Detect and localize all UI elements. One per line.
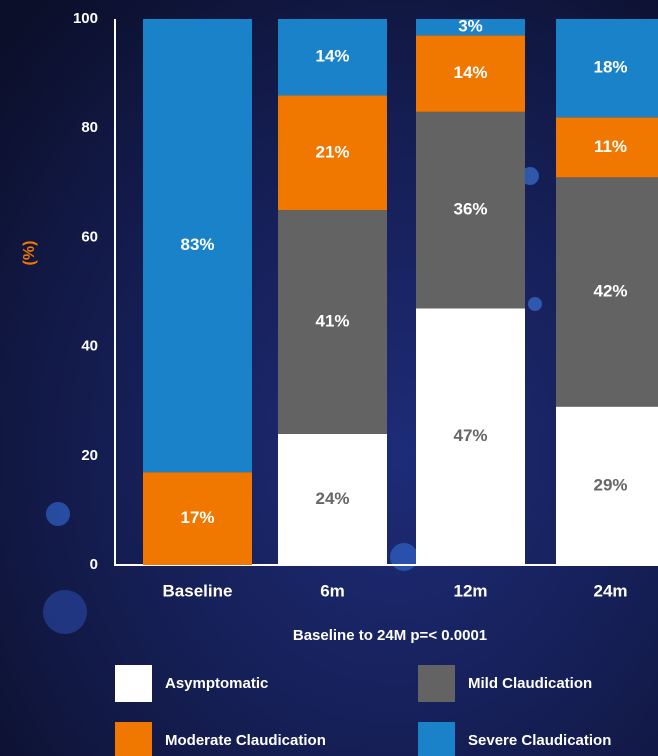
bar-segment xyxy=(278,210,387,434)
value-label: 47% xyxy=(453,426,487,445)
value-label: 11% xyxy=(594,137,627,156)
bar-segment xyxy=(416,308,525,565)
y-axis-label: (%) xyxy=(21,241,38,266)
value-label: 42% xyxy=(593,281,627,300)
bubble xyxy=(528,297,542,311)
value-label: 14% xyxy=(315,47,349,66)
value-label: 36% xyxy=(453,200,487,219)
bar-segment xyxy=(416,19,525,36)
bubble xyxy=(521,167,539,185)
x-tick-label: 6m xyxy=(320,581,345,600)
bubble xyxy=(46,502,70,526)
legend-label: Moderate Claudication xyxy=(165,732,326,749)
legend-label: Severe Claudication xyxy=(468,732,611,749)
value-label: 3% xyxy=(458,17,483,36)
bar-segment xyxy=(416,111,525,309)
bubble xyxy=(390,543,418,571)
y-tick-label: 20 xyxy=(81,447,98,464)
value-label: 29% xyxy=(593,475,627,494)
bar-segment xyxy=(143,472,252,565)
value-label: 17% xyxy=(180,508,214,527)
bar-segment xyxy=(278,433,387,565)
y-tick-label: 0 xyxy=(90,556,98,573)
legend-swatch xyxy=(418,722,455,756)
y-tick-label: 100 xyxy=(73,10,98,27)
legend-label: Asymptomatic xyxy=(165,675,268,692)
bar-segment xyxy=(556,177,658,407)
bar-segment xyxy=(278,95,387,211)
bar-segment xyxy=(556,117,658,178)
subtitle: Baseline to 24M p=< 0.0001 xyxy=(293,627,487,644)
legend-swatch xyxy=(418,665,455,702)
x-tick-label: 12m xyxy=(453,581,487,600)
x-tick-label: Baseline xyxy=(163,581,233,600)
legend-swatch xyxy=(115,722,152,756)
y-tick-label: 40 xyxy=(81,338,98,355)
bar-segment xyxy=(143,19,252,473)
bubble xyxy=(43,590,87,634)
bar-segment xyxy=(416,35,525,112)
legend-label: Mild Claudication xyxy=(468,675,592,692)
value-label: 18% xyxy=(593,58,627,77)
bar-segment xyxy=(278,19,387,96)
bar-segment xyxy=(556,406,658,565)
bar-segment xyxy=(556,19,658,118)
value-label: 41% xyxy=(315,312,349,331)
value-label: 83% xyxy=(180,235,214,254)
value-label: 21% xyxy=(315,142,349,161)
y-tick-label: 60 xyxy=(81,228,98,245)
x-tick-label: 24m xyxy=(593,581,627,600)
value-label: 24% xyxy=(315,489,349,508)
legend-swatch xyxy=(115,665,152,702)
y-tick-label: 80 xyxy=(81,119,98,136)
value-label: 14% xyxy=(453,63,487,82)
